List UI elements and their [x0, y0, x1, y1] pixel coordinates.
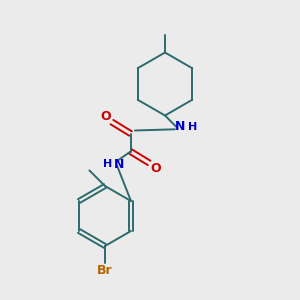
Text: H: H: [103, 159, 112, 169]
Text: N: N: [175, 120, 185, 134]
Text: H: H: [188, 122, 197, 132]
Text: O: O: [150, 162, 161, 175]
Text: N: N: [114, 158, 124, 171]
Text: Br: Br: [97, 264, 113, 277]
Text: O: O: [100, 110, 111, 123]
